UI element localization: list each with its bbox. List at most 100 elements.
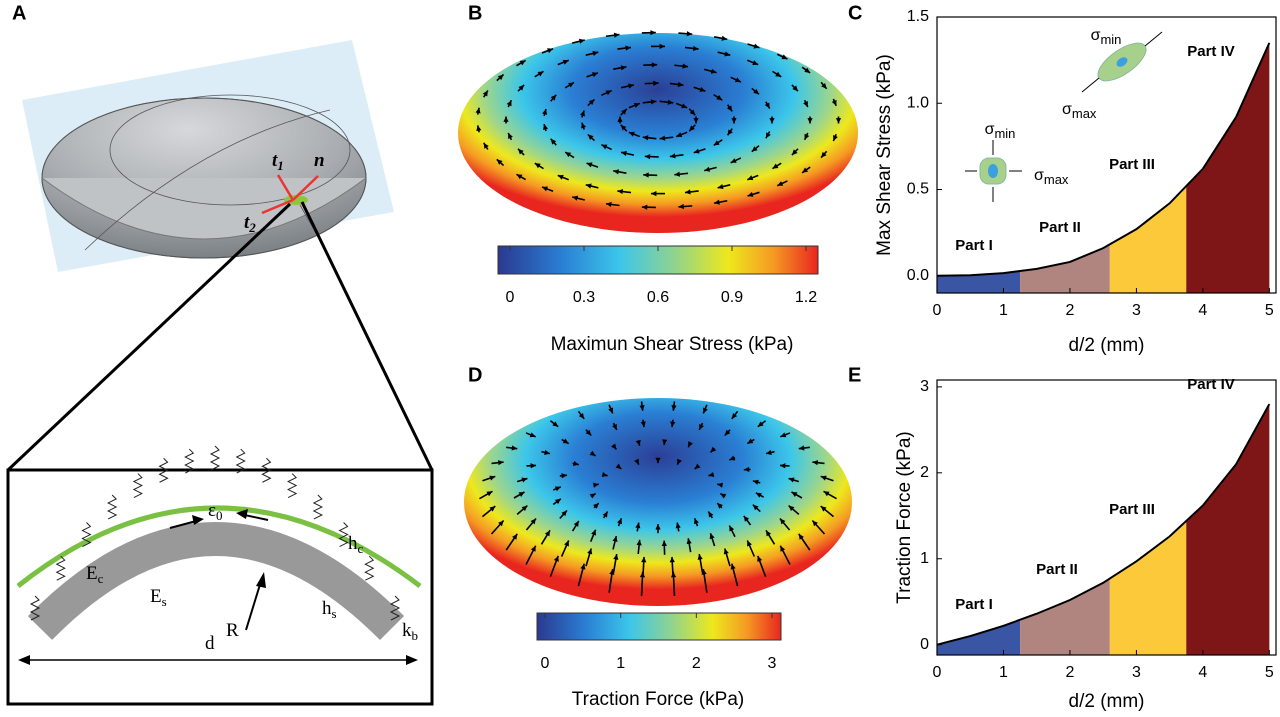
shear-arrow bbox=[628, 83, 634, 89]
spring bbox=[55, 555, 66, 581]
traction-arrow bbox=[593, 503, 599, 509]
x-tick-label: 4 bbox=[1198, 664, 1207, 681]
spring bbox=[107, 494, 118, 520]
axes-frame bbox=[936, 16, 1277, 294]
shear-arrow bbox=[475, 107, 481, 114]
colorbar-label: Maximun Shear Stress (kPa) bbox=[551, 334, 794, 355]
traction-arrow bbox=[743, 466, 750, 473]
shear-arrow bbox=[534, 163, 541, 169]
traction-arrow bbox=[820, 475, 827, 481]
y-tick-label: 1.5 bbox=[907, 8, 929, 25]
region bbox=[1109, 186, 1187, 293]
shear-arrow bbox=[650, 99, 657, 105]
traction-arrow bbox=[694, 463, 701, 469]
traction-arrow bbox=[729, 525, 735, 532]
traction-arrow bbox=[497, 460, 504, 466]
panel-label: C bbox=[848, 2, 862, 24]
region bbox=[1020, 244, 1110, 293]
y-tick-label: 0.0 bbox=[907, 267, 929, 284]
traction-arrow bbox=[724, 429, 731, 436]
shear-arrow bbox=[541, 186, 548, 192]
traction-arrow bbox=[554, 486, 561, 492]
x-axis-label: d/2 (mm) bbox=[1069, 691, 1145, 712]
shear-arrow bbox=[704, 166, 711, 172]
symbol-label: ε0 bbox=[208, 500, 222, 523]
curve bbox=[936, 42, 1271, 277]
panel-label: A bbox=[12, 2, 26, 24]
shear-arrow bbox=[692, 45, 699, 52]
spring bbox=[158, 457, 169, 483]
symbol-base: h bbox=[322, 598, 332, 619]
traction-arrow bbox=[820, 506, 827, 512]
shear-arrow bbox=[751, 146, 758, 152]
symbol-sub: b bbox=[412, 628, 419, 643]
x-tick-label: 5 bbox=[1265, 664, 1274, 681]
symbol-base: k bbox=[402, 620, 412, 641]
shear-arrow bbox=[497, 74, 504, 81]
traction-arrow bbox=[511, 445, 518, 451]
traction-arrow bbox=[766, 449, 772, 455]
shear-arrow bbox=[537, 71, 544, 77]
x-tick-label: 0 bbox=[933, 664, 942, 681]
shear-arrow bbox=[804, 133, 810, 140]
traction-arrow bbox=[708, 511, 714, 518]
symbol-sub: min bbox=[994, 126, 1015, 141]
traction-arrow bbox=[552, 421, 559, 427]
shear-arrow bbox=[674, 171, 680, 177]
traction-arrow bbox=[530, 463, 537, 469]
traction-arrow bbox=[702, 407, 708, 414]
shear-arrow bbox=[653, 80, 659, 86]
shear-arrow bbox=[716, 95, 723, 101]
shear-arrow bbox=[677, 81, 684, 88]
symbol-label: n bbox=[314, 150, 325, 171]
shear-arrow bbox=[781, 54, 788, 60]
traction-arrow bbox=[708, 471, 715, 478]
x-tick-label: 3 bbox=[1132, 664, 1141, 681]
traction-arrow bbox=[677, 458, 682, 465]
shear-arrow bbox=[562, 59, 569, 65]
traction-arrow bbox=[561, 473, 567, 479]
symbol-sub: 1 bbox=[277, 158, 284, 173]
traction-arrow bbox=[639, 571, 646, 578]
shear-arrow bbox=[659, 135, 666, 141]
shear-arrow bbox=[833, 135, 838, 142]
region bbox=[1186, 42, 1270, 293]
traction-arrow bbox=[553, 555, 559, 562]
shear-arrow bbox=[651, 62, 658, 68]
spring bbox=[261, 457, 272, 483]
shear-arrow bbox=[669, 153, 676, 159]
shear-arrow bbox=[752, 60, 759, 66]
shear-arrow bbox=[791, 149, 798, 156]
shear-arrow bbox=[516, 174, 523, 180]
traction-arrow bbox=[561, 510, 567, 517]
symbol-sub: s bbox=[162, 594, 167, 609]
shear-arrow bbox=[689, 125, 695, 132]
colorbar-tick-label: 3 bbox=[768, 655, 777, 672]
shear-arrow bbox=[731, 118, 737, 124]
shear-arrow bbox=[803, 101, 808, 108]
traction-arrow bbox=[791, 492, 798, 497]
shear-arrow bbox=[734, 77, 741, 83]
spring bbox=[209, 445, 221, 471]
colorbar-tick-label: 0 bbox=[506, 289, 515, 306]
region-label: Part I bbox=[955, 237, 993, 254]
traction-arrow bbox=[530, 518, 537, 525]
shear-arrow bbox=[713, 140, 720, 146]
symbol-sub: min bbox=[1100, 32, 1121, 47]
shear-arrow bbox=[568, 82, 574, 88]
shear-arrow bbox=[721, 35, 728, 41]
traction-arrow bbox=[521, 505, 528, 512]
symbol-label: hc bbox=[348, 533, 364, 556]
symbol-sub: max bbox=[1044, 172, 1069, 187]
region-label: Part IV bbox=[1187, 376, 1235, 393]
traction-arrow bbox=[635, 439, 641, 446]
traction-arrow bbox=[755, 492, 762, 498]
axes-frame bbox=[936, 379, 1277, 656]
traction-arrow bbox=[731, 412, 738, 419]
symbol-base: n bbox=[314, 150, 325, 171]
shear-arrow bbox=[651, 190, 657, 197]
shear-arrow bbox=[686, 31, 693, 37]
traction-arrow bbox=[578, 412, 585, 419]
shear-arrow bbox=[605, 90, 612, 96]
